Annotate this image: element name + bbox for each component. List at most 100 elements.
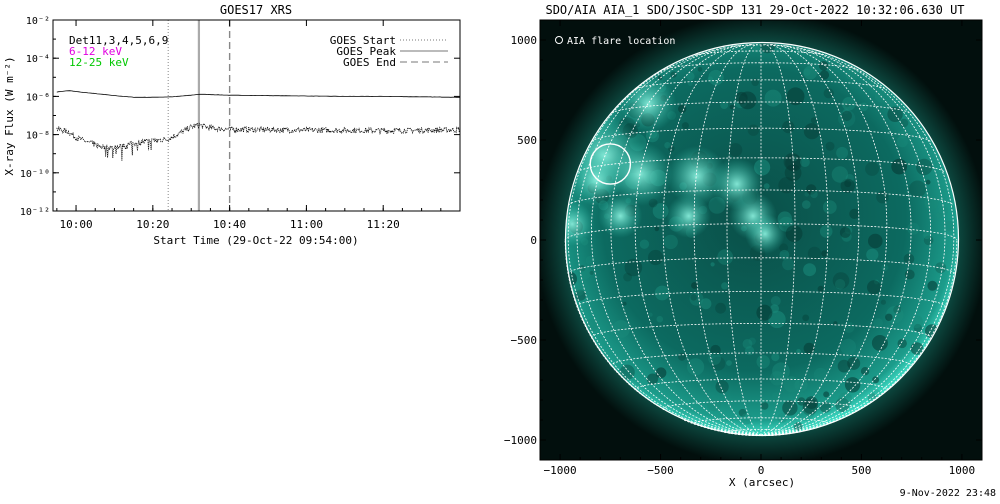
goes-event-lines: [168, 20, 229, 211]
disk-texture-blob: [623, 302, 627, 306]
aia-y-tick-label: −500: [511, 334, 538, 347]
goes-y-tick-label: 10⁻¹⁰: [20, 169, 50, 180]
disk-texture-blob: [578, 267, 591, 280]
disk-texture-blob: [647, 374, 658, 385]
disk-texture-blob: [898, 339, 907, 348]
disk-texture-blob: [743, 339, 753, 349]
disk-texture-blob: [823, 391, 829, 397]
disk-texture-blob: [664, 142, 670, 148]
disk-texture-blob: [655, 286, 670, 301]
disk-texture-blob: [823, 200, 837, 214]
disk-texture-blob: [900, 119, 909, 128]
goes-y-axis-label: X-ray Flux (W m⁻²): [3, 56, 16, 175]
disk-texture-blob: [804, 343, 815, 354]
disk-texture-blob: [726, 360, 732, 366]
disk-texture-blob: [575, 286, 585, 296]
aia-x-axis-label: X (arcsec): [729, 476, 795, 489]
disk-texture-blob: [909, 181, 926, 198]
disk-texture-blob: [836, 147, 848, 159]
disk-texture-blob: [764, 183, 770, 189]
disk-texture-blob: [865, 162, 879, 176]
goes-series: [57, 91, 460, 161]
disk-texture-blob: [840, 227, 851, 238]
disk-texture-blob: [771, 353, 779, 361]
goes-legend-left: Det11,3,4,5,6,9 6-12 keV 12-25 keV: [69, 34, 168, 69]
disk-texture-blob: [907, 223, 919, 235]
disk-texture-blob: [824, 88, 834, 98]
aia-y-tick-label: 0: [530, 234, 537, 247]
aia-x-tick-label: −500: [647, 464, 674, 477]
disk-texture-blob: [891, 159, 907, 175]
active-region-glow: [667, 194, 711, 238]
disk-texture-blob: [926, 180, 931, 185]
goes-x-tick-label: 10:20: [136, 218, 169, 231]
goes-y-tick-label: 10⁻²: [26, 16, 50, 27]
disk-texture-blob: [925, 196, 939, 210]
disk-texture-blob: [657, 316, 664, 323]
disk-texture-blob: [783, 376, 799, 392]
disk-texture-blob: [698, 67, 703, 72]
disk-texture-blob: [765, 90, 782, 107]
disk-texture-blob: [802, 315, 809, 322]
disk-texture-blob: [821, 250, 828, 257]
disk-texture-blob: [820, 225, 833, 238]
disk-texture-blob: [802, 200, 811, 209]
disk-texture-blob: [923, 232, 931, 240]
disk-texture-blob: [686, 72, 694, 80]
goes-y-tick-label: 10⁻⁴: [26, 54, 50, 65]
disk-texture-blob: [910, 315, 923, 328]
disk-texture-blob: [778, 177, 794, 193]
aia-legend: AIA flare location: [556, 36, 676, 47]
disk-texture-blob: [648, 250, 663, 265]
aia-x-tick-label: 500: [852, 464, 872, 477]
disk-texture-blob: [649, 313, 653, 317]
disk-texture-blob: [810, 191, 817, 198]
disk-texture-blob: [868, 234, 883, 249]
goes-title: GOES17 XRS: [220, 3, 292, 17]
disk-texture-blob: [678, 353, 686, 361]
disk-texture-blob: [867, 280, 881, 294]
disk-texture-blob: [804, 192, 809, 197]
goes-x-tick-label: 11:00: [290, 218, 323, 231]
disk-texture-blob: [820, 70, 829, 79]
disk-texture-blob: [782, 121, 794, 133]
disk-texture-blob: [866, 249, 878, 261]
goes-y-tick-label: 10⁻⁶: [26, 92, 50, 103]
disk-texture-blob: [715, 303, 726, 314]
aia-x-tick-label: −1000: [544, 464, 577, 477]
disk-texture-blob: [845, 377, 860, 392]
disk-texture-blob: [840, 339, 856, 355]
aia-title: SDO/AIA AIA_1 SDO/JSOC-SDP 131 29-Oct-20…: [545, 3, 964, 17]
disk-texture-blob: [782, 258, 794, 270]
disk-texture-blob: [772, 392, 780, 400]
goes-short-series-line: [57, 123, 460, 161]
active-region-glow: [745, 214, 785, 254]
disk-texture-blob: [729, 143, 743, 157]
disk-texture-blob: [847, 357, 860, 370]
disk-texture-blob: [748, 125, 759, 136]
disk-texture-blob: [885, 314, 892, 321]
aia-content: [536, 13, 988, 465]
goes-legend-right: GOES Start GOES Peak GOES End: [330, 34, 448, 69]
disk-texture-blob: [849, 209, 859, 219]
disk-texture-blob: [833, 272, 850, 289]
goes-x-tick-label: 10:40: [213, 218, 246, 231]
disk-texture-blob: [796, 349, 801, 354]
aia-legend-label: AIA flare location: [567, 36, 675, 47]
disk-texture-blob: [655, 227, 660, 232]
disk-texture-blob: [670, 71, 676, 77]
disk-texture-blob: [803, 69, 810, 76]
disk-texture-blob: [832, 166, 848, 182]
disk-texture-blob: [818, 286, 824, 292]
disk-texture-blob: [838, 110, 855, 127]
aia-y-tick-label: 500: [517, 134, 537, 147]
goes-y-tick-label: 10⁻⁸: [26, 131, 50, 142]
disk-texture-blob: [784, 153, 802, 171]
goes-x-axis-label: Start Time (29-Oct-22 09:54:00): [153, 234, 358, 247]
goes-x-tick-label: 10:00: [59, 218, 92, 231]
disk-texture-blob: [905, 270, 915, 280]
disk-texture-blob: [757, 355, 770, 368]
disk-texture-blob: [872, 376, 879, 383]
disk-texture-blob: [640, 240, 649, 249]
